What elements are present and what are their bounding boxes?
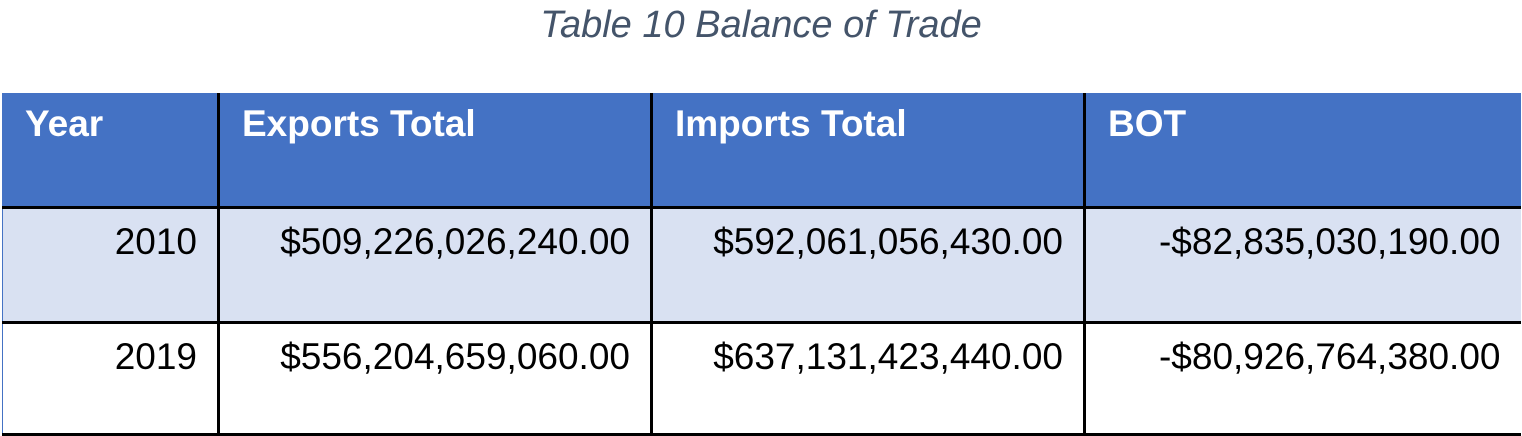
header-imports-total: Imports Total bbox=[650, 93, 1086, 209]
cell-imports-total: $637,131,423,440.00 bbox=[650, 322, 1086, 436]
balance-of-trade-table: Year Exports Total Imports Total BOT 201… bbox=[2, 93, 1521, 436]
cell-bot: -$82,835,030,190.00 bbox=[1083, 207, 1521, 324]
table-row: 2010 $509,226,026,240.00 $592,061,056,43… bbox=[2, 207, 1521, 324]
header-exports-total: Exports Total bbox=[217, 93, 653, 209]
cell-exports-total: $556,204,659,060.00 bbox=[217, 322, 653, 436]
cell-bot: -$80,926,764,380.00 bbox=[1083, 322, 1521, 436]
header-bot: BOT bbox=[1083, 93, 1521, 209]
table-row: 2019 $556,204,659,060.00 $637,131,423,44… bbox=[2, 322, 1521, 436]
table-caption: Table 10 Balance of Trade bbox=[540, 4, 982, 46]
table-header-row: Year Exports Total Imports Total BOT bbox=[2, 93, 1521, 209]
cell-exports-total: $509,226,026,240.00 bbox=[217, 207, 653, 324]
header-year: Year bbox=[2, 93, 220, 209]
cell-year: 2010 bbox=[2, 207, 220, 324]
cell-imports-total: $592,061,056,430.00 bbox=[650, 207, 1086, 324]
cell-year: 2019 bbox=[2, 322, 220, 436]
